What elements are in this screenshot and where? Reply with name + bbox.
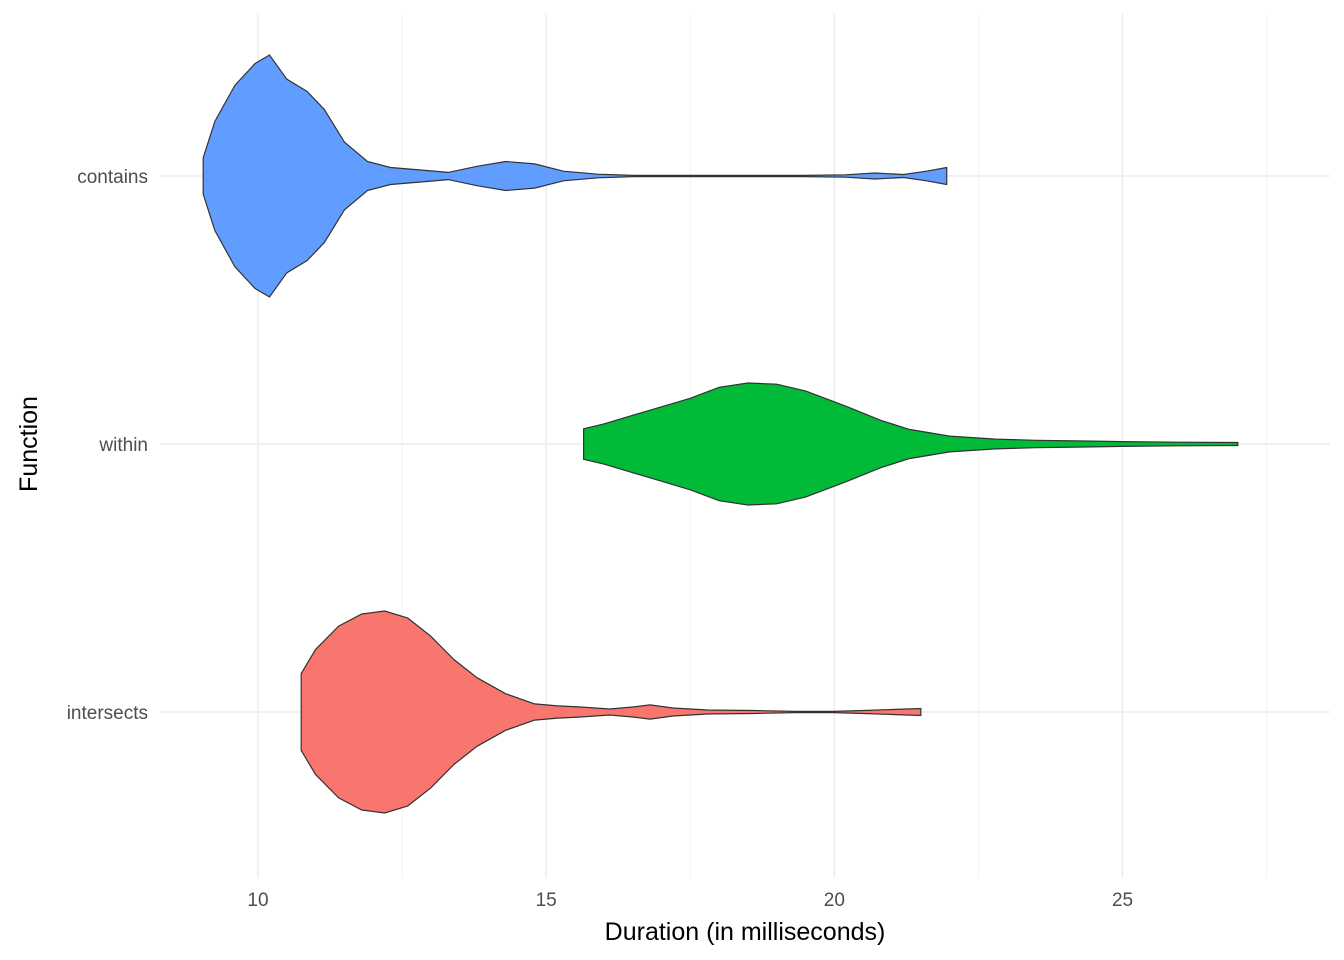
y-tick-label-within: within bbox=[98, 435, 148, 456]
violin-within bbox=[583, 382, 1239, 506]
y-tick-label-intersects: intersects bbox=[67, 703, 148, 724]
x-tick-label: 10 bbox=[247, 890, 268, 911]
x-tick-label: 20 bbox=[824, 890, 845, 911]
x-tick-label: 15 bbox=[536, 890, 557, 911]
y-tick-label-contains: contains bbox=[77, 167, 148, 188]
violin-intersects bbox=[300, 610, 922, 814]
x-tick-labels: 10 15 20 25 bbox=[247, 890, 1133, 911]
y-axis-title: Function bbox=[15, 396, 43, 492]
violin-contains bbox=[202, 54, 948, 298]
y-tick-labels: intersects within contains bbox=[67, 167, 148, 724]
x-axis-title: Duration (in milliseconds) bbox=[605, 918, 886, 946]
x-tick-label: 25 bbox=[1112, 890, 1133, 911]
violins bbox=[202, 54, 1239, 814]
